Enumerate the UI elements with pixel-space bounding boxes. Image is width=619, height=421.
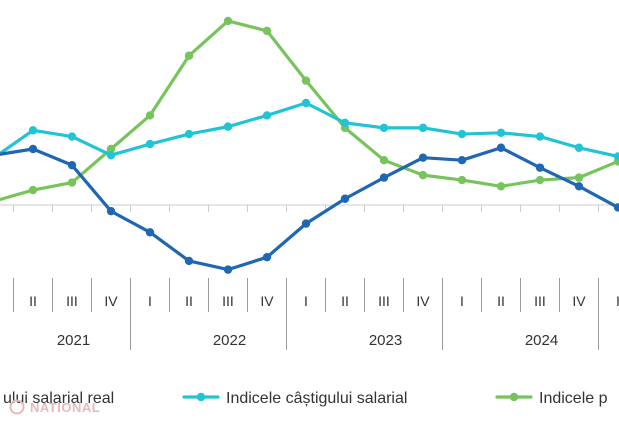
year-label: 2022 [213, 332, 246, 349]
data-point-0-8 [301, 219, 311, 228]
data-point-1-7 [262, 111, 272, 120]
watermark: NATIONAL [9, 399, 100, 415]
data-point-0-4 [145, 228, 155, 237]
data-point-0-15 [574, 182, 584, 191]
x-tick-label: I [148, 293, 152, 309]
x-tick-label: III [534, 293, 546, 309]
legend-marker-1 [196, 392, 206, 402]
x-tick-label: IV [416, 293, 430, 309]
x-tick-label: I [460, 293, 464, 309]
data-point-0-14 [535, 163, 545, 172]
x-tick-label: III [222, 293, 234, 309]
data-point-2-10 [379, 155, 389, 165]
zero-baseline [0, 204, 619, 212]
x-tick-label: II [185, 293, 193, 309]
year-label: 2023 [369, 332, 402, 349]
data-point-2-13 [496, 182, 506, 191]
x-tick-label: I [616, 293, 619, 309]
legend: ului salarial real Indicele câștigului sa… [3, 390, 608, 407]
year-label: 2024 [525, 332, 558, 349]
x-tick-label: III [378, 293, 390, 309]
x-tick-label: IV [572, 293, 586, 309]
data-point-1-12 [457, 129, 467, 139]
legend-marker-2 [509, 392, 519, 402]
x-tick-label: IV [104, 293, 118, 309]
x-tick-label: IV [260, 293, 274, 309]
data-point-2-12 [457, 175, 467, 185]
data-point-2-1 [28, 185, 38, 195]
data-point-1-11 [418, 123, 428, 133]
data-point-2-15 [574, 173, 584, 182]
data-point-1-3 [106, 151, 116, 160]
data-point-1-1 [28, 126, 38, 135]
data-point-0-3 [106, 206, 116, 216]
data-point-1-5 [184, 129, 194, 139]
data-point-1-15 [574, 143, 584, 152]
data-point-2-7 [262, 26, 272, 36]
data-point-0-1 [28, 144, 38, 154]
data-point-1-6 [223, 122, 233, 131]
category-axis: IIIIIIIVIIIIIIIVIIIIIIIVIIIIIIIVI2021202… [13, 278, 619, 350]
data-point-2-6 [223, 16, 233, 26]
data-point-2-3 [106, 144, 116, 154]
x-tick-label: III [66, 293, 78, 309]
data-point-2-5 [184, 51, 194, 60]
watermark-logo-icon [9, 399, 25, 415]
data-point-1-14 [535, 132, 545, 141]
series-line-2 [0, 19, 619, 202]
data-point-1-16 [613, 152, 619, 161]
series-line-1 [0, 101, 619, 159]
data-point-1-8 [301, 98, 311, 108]
data-point-1-2 [67, 132, 77, 141]
data-point-0-5 [184, 256, 194, 266]
series-points [28, 16, 619, 274]
data-point-2-4 [145, 111, 155, 120]
watermark-text: NATIONAL [30, 400, 100, 415]
data-point-2-8 [301, 76, 311, 85]
legend-label-0: ului salarial real [3, 390, 114, 407]
series-lines [0, 19, 619, 272]
year-label: 2021 [57, 332, 90, 349]
legend-label-1: Indicele câștigului salarial [226, 390, 407, 407]
data-point-1-10 [379, 123, 389, 133]
data-point-0-12 [457, 155, 467, 165]
data-point-0-9 [340, 194, 350, 203]
data-point-2-14 [535, 175, 545, 185]
x-tick-label: II [29, 293, 37, 309]
x-tick-label: II [497, 293, 505, 309]
data-point-0-11 [418, 153, 428, 162]
data-point-0-13 [496, 143, 506, 152]
data-point-0-10 [379, 173, 389, 182]
data-point-1-4 [145, 139, 155, 149]
data-point-1-13 [496, 128, 506, 138]
legend-label-2: Indicele p [539, 390, 608, 407]
x-tick-label: I [304, 293, 308, 309]
data-point-0-16 [613, 203, 619, 212]
data-point-2-11 [418, 170, 428, 180]
data-point-0-7 [262, 252, 272, 262]
x-tick-label: II [341, 293, 349, 309]
data-point-1-9 [340, 118, 350, 128]
data-point-0-2 [67, 160, 77, 170]
data-point-0-6 [223, 265, 233, 274]
data-point-2-2 [67, 178, 77, 187]
